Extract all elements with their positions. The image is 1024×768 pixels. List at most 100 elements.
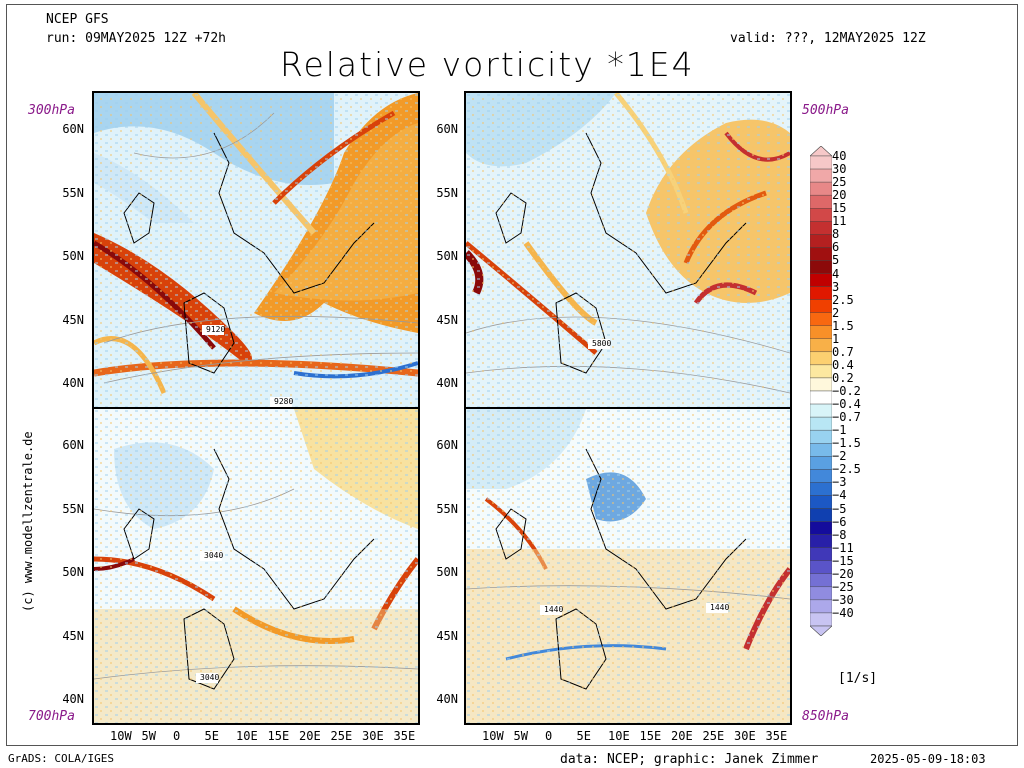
colorbar-swatch bbox=[810, 286, 832, 300]
colorbar-swatch bbox=[810, 403, 832, 418]
colorbar-level-label: −2 bbox=[832, 449, 847, 464]
lat-tick-label: 55N bbox=[62, 185, 84, 200]
colorbar-swatch bbox=[810, 155, 832, 170]
colorbar-swatch bbox=[810, 586, 832, 601]
lon-tick-label: 10E bbox=[236, 729, 258, 743]
lon-tick-label: 10E bbox=[608, 729, 630, 743]
colorbar-level-label: −30 bbox=[832, 592, 854, 607]
lat-tick-label: 50N bbox=[436, 565, 458, 579]
timestamp: 2025-05-09-18:03 bbox=[870, 752, 986, 766]
colorbar-level-label: 11 bbox=[832, 214, 847, 229]
contour-label: 5800 bbox=[592, 339, 612, 348]
lat-tick-label: 60N bbox=[436, 438, 458, 452]
colorbar-swatch bbox=[810, 560, 832, 574]
colorbar-level-label: −11 bbox=[832, 540, 854, 555]
colorbar-swatch bbox=[810, 234, 832, 248]
colorbar-level-label: 2.5 bbox=[832, 292, 854, 307]
colorbar-swatch bbox=[810, 521, 832, 535]
colorbar-swatch bbox=[810, 312, 832, 326]
colorbar-level-label: −8 bbox=[832, 527, 847, 542]
lon-tick-label: 30E bbox=[362, 729, 384, 743]
copyright-vertical: (c) www.modellzentrale.de bbox=[21, 431, 35, 612]
colorbar-level-label: −20 bbox=[832, 566, 854, 581]
colorbar-level-label: 4 bbox=[832, 266, 840, 281]
colorbar-level-label: −0.4 bbox=[832, 397, 861, 412]
colorbar-level-label: 20 bbox=[832, 188, 847, 203]
colorbar-level-label: −40 bbox=[832, 605, 854, 620]
panel-label-300hpa: 300hPa bbox=[28, 103, 75, 118]
lat-tick-label: 40N bbox=[62, 692, 84, 706]
lon-tick-label: 15E bbox=[639, 729, 662, 743]
colorbar-swatch bbox=[810, 260, 832, 274]
colorbar-level-label: −0.7 bbox=[832, 410, 861, 425]
colorbar-swatch bbox=[810, 221, 832, 235]
colorbar-swatch bbox=[810, 429, 832, 444]
contour-label: 1440 bbox=[710, 603, 730, 612]
lat-tick-label: 45N bbox=[436, 628, 458, 643]
lon-tick-label: 10W bbox=[110, 729, 132, 743]
lon-tick-label: 5E bbox=[576, 729, 591, 743]
panel-label-850hpa: 850hPa bbox=[802, 709, 849, 724]
colorbar-swatch bbox=[810, 390, 832, 405]
unit-label: [1/s] bbox=[838, 671, 878, 686]
colorbar-level-label: 40 bbox=[832, 149, 847, 163]
contour-label: 3040 bbox=[200, 673, 220, 682]
lon-tick-label: 20E bbox=[671, 729, 693, 743]
colorbar-arrow-top bbox=[810, 146, 832, 157]
colorbar-level-label: 25 bbox=[832, 175, 847, 190]
lon-tick-label: 30E bbox=[734, 729, 756, 743]
colorbar-swatch bbox=[810, 508, 832, 522]
colorbar-level-label: 5 bbox=[832, 253, 840, 268]
lon-tick-label: 0 bbox=[173, 729, 181, 743]
lon-tick-label: 20E bbox=[299, 729, 321, 743]
colorbar-swatch bbox=[810, 364, 832, 379]
colorbar-swatch bbox=[810, 208, 832, 222]
colorbar-swatch bbox=[810, 495, 832, 509]
colorbar-level-label: −0.2 bbox=[832, 384, 861, 398]
lat-tick-label: 40N bbox=[62, 376, 84, 390]
colorbar-level-label: 8 bbox=[832, 227, 840, 242]
lat-tick-label: 50N bbox=[62, 565, 84, 579]
lat-tick-label: 60N bbox=[436, 122, 458, 136]
lat-tick-label: 55N bbox=[436, 501, 458, 516]
lon-tick-label: 25E bbox=[702, 729, 725, 743]
colorbar-swatch bbox=[810, 194, 832, 209]
contour-label: 3040 bbox=[204, 551, 224, 560]
contour-label: 1440 bbox=[544, 605, 564, 614]
colorbar-swatch bbox=[810, 181, 832, 196]
colorbar-level-label: 1 bbox=[832, 331, 840, 346]
contour-label: 9280 bbox=[274, 397, 294, 406]
colorbar-level-label: 2 bbox=[832, 305, 840, 320]
lon-tick-label: 15E bbox=[267, 729, 290, 743]
colorbar-level-label: −6 bbox=[832, 514, 847, 529]
colorbar-level-label: 15 bbox=[832, 201, 847, 216]
lat-tick-label: 45N bbox=[62, 312, 84, 327]
colorbar-level-label: −15 bbox=[832, 553, 854, 568]
colorbar-swatch bbox=[810, 299, 832, 313]
lat-tick-label: 40N bbox=[436, 692, 458, 706]
lon-tick-label: 5W bbox=[141, 729, 156, 743]
model-name: NCEP GFS bbox=[46, 12, 109, 27]
contour-label: 9120 bbox=[206, 325, 226, 334]
lat-tick-label: 60N bbox=[62, 438, 84, 452]
colorbar-swatch bbox=[810, 612, 832, 627]
lat-tick-label: 50N bbox=[62, 249, 84, 263]
colorbar-swatch bbox=[810, 325, 832, 339]
colorbar-swatch bbox=[810, 338, 832, 353]
lat-tick-label: 55N bbox=[436, 185, 458, 200]
lon-tick-label: 5W bbox=[513, 729, 528, 743]
colorbar-level-label: −2.5 bbox=[832, 462, 861, 477]
colorbar-swatch bbox=[810, 547, 832, 561]
colorbar-swatch bbox=[810, 456, 832, 470]
colorbar-swatch bbox=[810, 377, 832, 392]
map-panel-300hpa: 9120 9280 bbox=[92, 91, 420, 409]
colorbar-level-label: 0.7 bbox=[832, 344, 854, 359]
lon-tick-label: 5E bbox=[204, 729, 219, 743]
lon-tick-label: 35E bbox=[393, 729, 416, 743]
lon-tick-label: 10W bbox=[482, 729, 504, 743]
colorbar-swatch bbox=[810, 573, 832, 588]
page-title: Relative vorticity *1E4 bbox=[280, 45, 695, 84]
colorbar-swatch bbox=[810, 416, 832, 431]
colorbar bbox=[810, 146, 832, 636]
colorbar-swatch bbox=[810, 482, 832, 496]
